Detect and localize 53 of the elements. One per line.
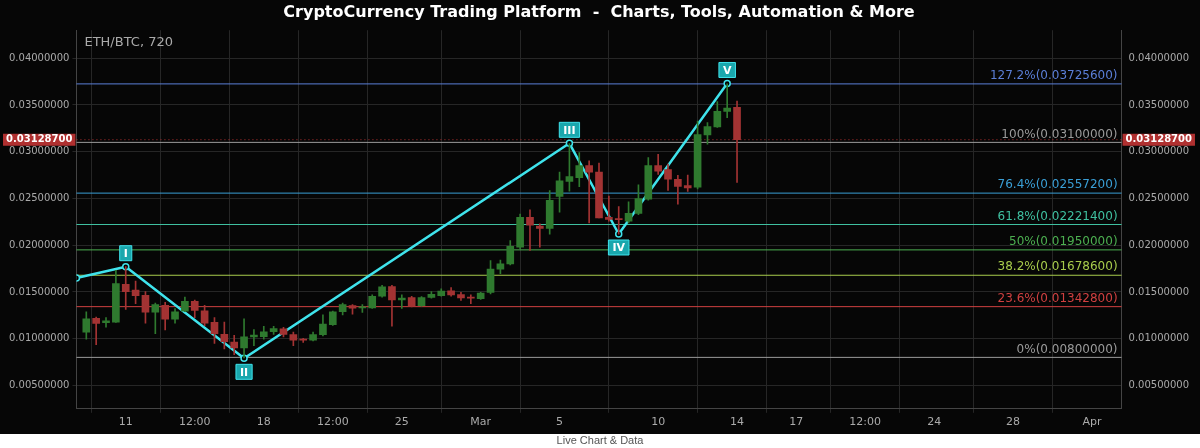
y-tick-label: 0.03500000 bbox=[8, 98, 70, 110]
x-tick-label: 10 bbox=[651, 415, 666, 429]
y-tick-label: 0.01000000 bbox=[8, 332, 70, 344]
y2-tick-label: 0.04000000 bbox=[1128, 51, 1190, 63]
candlestick bbox=[476, 291, 485, 300]
y-tick-label: 0.00500000 bbox=[8, 379, 70, 391]
x-tick-label: Apr bbox=[1082, 415, 1102, 429]
candlestick bbox=[605, 195, 613, 222]
x-tick-label: 17 bbox=[789, 415, 804, 429]
y-tick-label: 0.04000000 bbox=[8, 51, 70, 63]
ref-line-label: 0%(0.00800000) bbox=[1016, 341, 1118, 356]
x-tick-label: 12:00 bbox=[849, 415, 882, 429]
candlestick bbox=[614, 206, 623, 235]
annotation: III bbox=[563, 123, 576, 137]
ref-line-label: 61.8%(0.02221400) bbox=[997, 208, 1118, 223]
x-tick-label: 12:00 bbox=[178, 415, 211, 429]
y-tick-label: 0.01500000 bbox=[8, 285, 70, 297]
x-tick-label: 5 bbox=[556, 415, 564, 429]
y-tick-label: 0.02000000 bbox=[8, 238, 70, 250]
y2-tick-label: 0.02500000 bbox=[1128, 192, 1190, 204]
annotation: I bbox=[123, 247, 128, 261]
ref-line-label: 100%(0.03100000) bbox=[1001, 126, 1118, 141]
y2-tick-label: 0.01000000 bbox=[1128, 332, 1190, 344]
annotation: IV bbox=[612, 241, 626, 255]
x-tick-label: Mar bbox=[470, 415, 492, 429]
y2-tick-label: 0.01500000 bbox=[1128, 285, 1190, 297]
chart-title: CryptoCurrency Trading Platform - Charts, Tools, Automation & More bbox=[283, 1, 915, 21]
y2-tick-label: 0.00500000 bbox=[1128, 379, 1190, 391]
text: Live Chart & Data bbox=[555, 434, 645, 446]
x-tick-label: 24 bbox=[927, 415, 942, 429]
x-tick-label: 11 bbox=[118, 415, 133, 429]
annotation: II bbox=[239, 365, 249, 379]
candlestick bbox=[299, 337, 308, 343]
x-tick-label: 18 bbox=[256, 415, 271, 429]
ref-line-label: 76.4%(0.02557200) bbox=[997, 177, 1118, 192]
ref-line-label: 50%(0.01950000) bbox=[1009, 234, 1118, 249]
x-tick-label: 25 bbox=[394, 415, 409, 429]
ref-line-label: 0.03128700 bbox=[1125, 133, 1193, 145]
y2-tick-label: 0.03500000 bbox=[1128, 98, 1190, 110]
ref-line-label: 23.6%(0.01342800) bbox=[997, 290, 1118, 305]
text: 0.03128700 bbox=[6, 133, 73, 145]
x-tick-label: 12:00 bbox=[316, 415, 349, 429]
x-tick-label: 28 bbox=[1006, 415, 1021, 429]
y2-tick-label: 0.02000000 bbox=[1128, 238, 1190, 250]
y-tick-label: 0.03000000 bbox=[8, 145, 70, 157]
candlestick bbox=[102, 317, 110, 328]
ref-line-label: 127.2%(0.03725600) bbox=[989, 68, 1118, 83]
x-tick-label: 14 bbox=[730, 415, 745, 429]
chart-subtitle: ETH/BTC, 720 bbox=[84, 34, 173, 50]
y2-tick-label: 0.03000000 bbox=[1128, 145, 1190, 157]
ref-line-label: 38.2%(0.01678600) bbox=[997, 259, 1118, 274]
annotation: V bbox=[722, 63, 732, 77]
y-tick-label: 0.02500000 bbox=[8, 192, 70, 204]
